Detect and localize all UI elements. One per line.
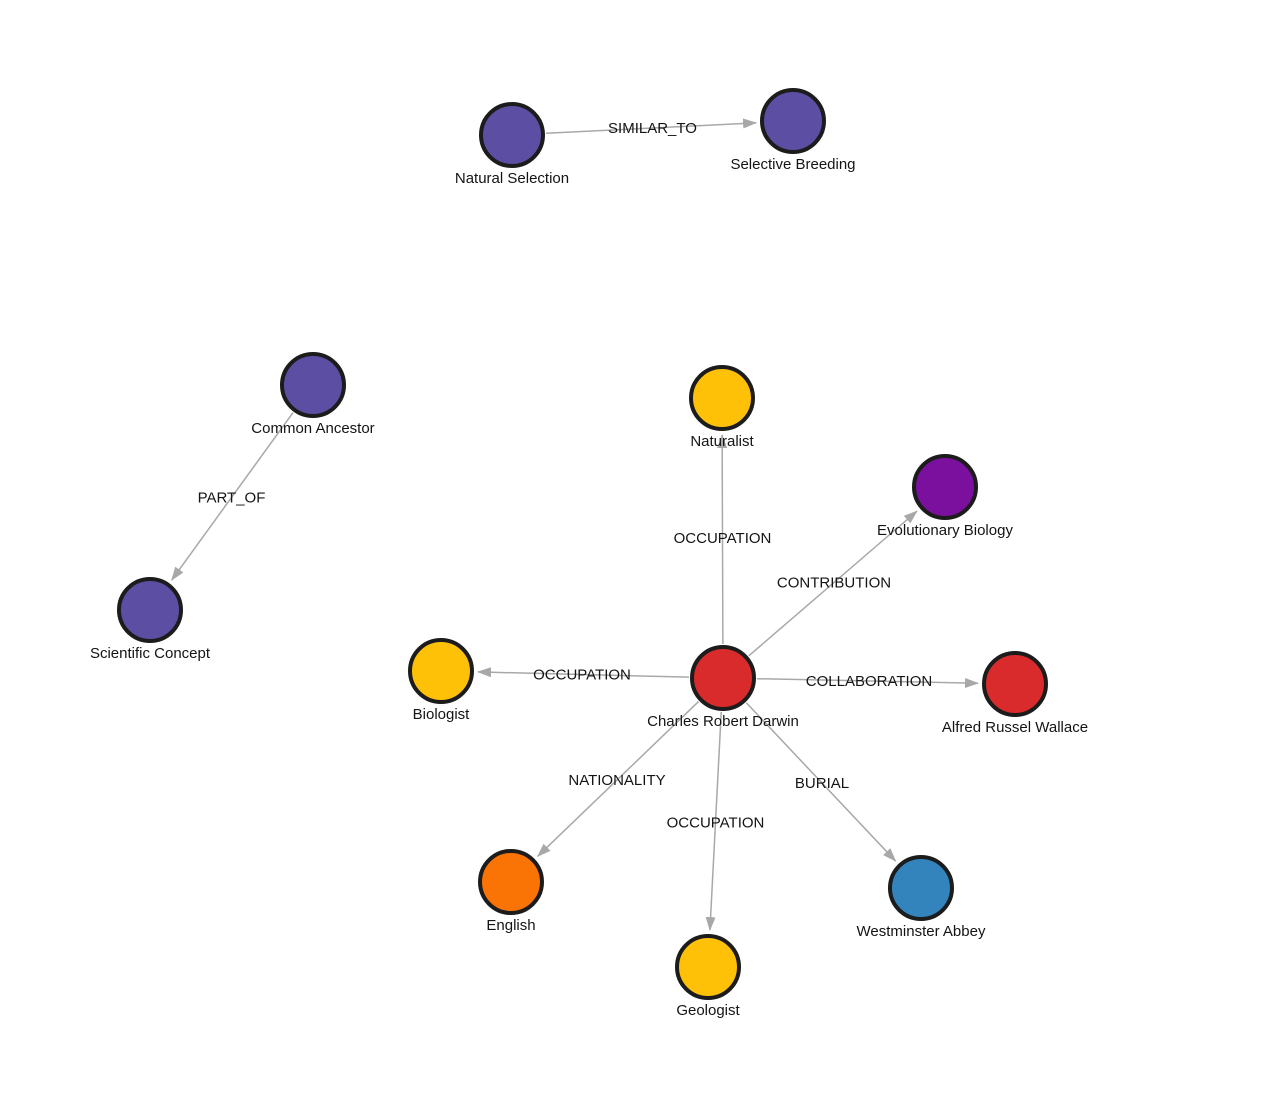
edge-label-layer: SIMILAR_TO PART_OF OCCUPATION CONTRIBUTION C… xyxy=(198,120,933,832)
node-group-evolutionary-biology: Evolutionary Biology xyxy=(877,454,1013,539)
edge-charles-robert-darwin-to-biologist[interactable] xyxy=(476,667,690,678)
node-group-westminster-abbey: Westminster Abbey xyxy=(857,855,986,940)
node-label-biologist: Biologist xyxy=(413,706,471,723)
edge-label-charles-robert-darwin-to-naturalist[interactable]: OCCUPATION xyxy=(674,530,772,547)
edge-label-common-ancestor-to-scientific-concept[interactable]: PART_OF xyxy=(198,490,266,507)
edge-label-charles-robert-darwin-to-alfred-russel-wallace[interactable]: COLLABORATION xyxy=(806,673,932,690)
node-group-english: English xyxy=(478,849,544,934)
node-group-biologist: Biologist xyxy=(408,638,474,723)
node-label-selective-breeding: Selective Breeding xyxy=(730,156,855,173)
edge-label-charles-robert-darwin-to-westminster-abbey[interactable]: BURIAL xyxy=(795,775,849,792)
node-westminster-abbey[interactable] xyxy=(888,855,954,921)
node-group-selective-breeding: Selective Breeding xyxy=(730,88,856,173)
node-english[interactable] xyxy=(478,849,544,915)
node-label-westminster-abbey: Westminster Abbey xyxy=(857,923,986,940)
edge-label-natural-selection-to-selective-breeding[interactable]: SIMILAR_TO xyxy=(608,120,697,137)
edge-charles-robert-darwin-to-naturalist[interactable] xyxy=(717,433,728,645)
node-label-english: English xyxy=(486,917,535,934)
edge-charles-robert-darwin-to-alfred-russel-wallace[interactable] xyxy=(756,677,980,688)
edge-label-charles-robert-darwin-to-evolutionary-biology[interactable]: CONTRIBUTION xyxy=(777,575,891,592)
node-group-naturalist: Naturalist xyxy=(689,365,755,450)
node-scientific-concept[interactable] xyxy=(117,577,183,643)
node-label-scientific-concept: Scientific Concept xyxy=(90,645,211,662)
node-naturalist[interactable] xyxy=(689,365,755,431)
edge-label-charles-robert-darwin-to-english[interactable]: NATIONALITY xyxy=(568,772,665,789)
edge-label-charles-robert-darwin-to-geologist[interactable]: OCCUPATION xyxy=(667,815,765,832)
node-natural-selection[interactable] xyxy=(479,102,545,168)
node-group-charles-robert-darwin: Charles Robert Darwin xyxy=(647,645,799,730)
node-group-scientific-concept: Scientific Concept xyxy=(90,577,211,662)
edge-natural-selection-to-selective-breeding[interactable] xyxy=(545,118,758,135)
node-evolutionary-biology[interactable] xyxy=(912,454,978,520)
edge-charles-robert-darwin-to-english[interactable] xyxy=(536,701,700,858)
node-label-common-ancestor: Common Ancestor xyxy=(251,420,374,437)
node-geologist[interactable] xyxy=(675,934,741,1000)
edge-label-charles-robert-darwin-to-biologist[interactable]: OCCUPATION xyxy=(533,667,631,684)
node-layer: Natural Selection Selective Breeding Commo… xyxy=(90,88,1088,1019)
node-group-geologist: Geologist xyxy=(675,934,741,1019)
node-common-ancestor[interactable] xyxy=(280,352,346,418)
node-biologist[interactable] xyxy=(408,638,474,704)
node-alfred-russel-wallace[interactable] xyxy=(982,651,1048,717)
node-charles-robert-darwin[interactable] xyxy=(690,645,756,711)
edge-charles-robert-darwin-to-westminster-abbey[interactable] xyxy=(745,702,897,862)
node-label-geologist: Geologist xyxy=(676,1002,740,1019)
node-group-alfred-russel-wallace: Alfred Russel Wallace xyxy=(942,651,1088,736)
edge-layer xyxy=(171,118,980,932)
node-group-common-ancestor: Common Ancestor xyxy=(251,352,375,437)
node-label-alfred-russel-wallace: Alfred Russel Wallace xyxy=(942,719,1088,736)
edge-charles-robert-darwin-to-geologist[interactable] xyxy=(705,711,722,932)
node-label-charles-robert-darwin: Charles Robert Darwin xyxy=(647,713,799,730)
node-selective-breeding[interactable] xyxy=(760,88,826,154)
node-label-naturalist: Naturalist xyxy=(690,433,754,450)
node-group-natural-selection: Natural Selection xyxy=(455,102,569,187)
edge-charles-robert-darwin-to-evolutionary-biology[interactable] xyxy=(748,510,918,657)
node-label-natural-selection: Natural Selection xyxy=(455,170,569,187)
edge-common-ancestor-to-scientific-concept[interactable] xyxy=(171,412,294,581)
node-label-evolutionary-biology: Evolutionary Biology xyxy=(877,522,1013,539)
